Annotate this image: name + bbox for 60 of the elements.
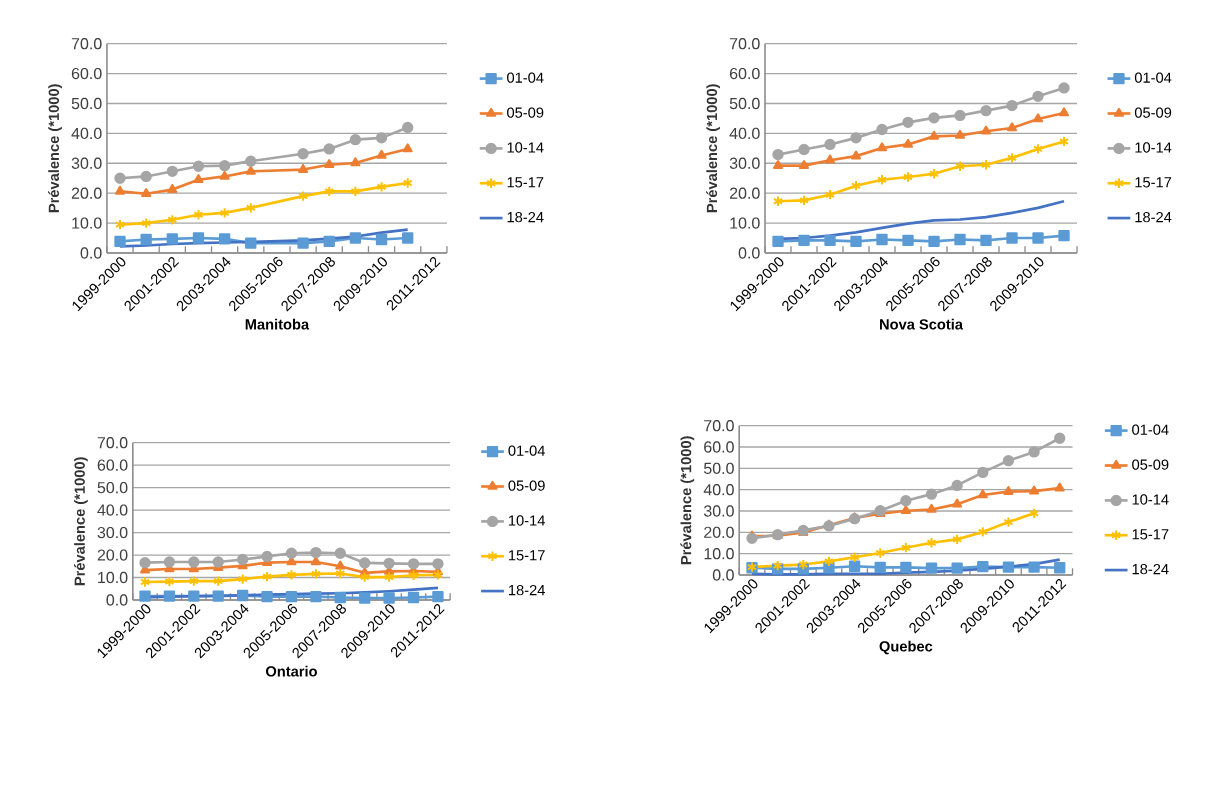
x-axis-title: Quebec <box>879 640 933 655</box>
legend-label: 05-09 <box>507 107 544 118</box>
y-tick-label: 30.0 <box>71 157 102 169</box>
y-tick-label: 10.0 <box>730 217 760 229</box>
y-tick-label: 40.0 <box>729 127 760 140</box>
y-tick-label: 50.0 <box>97 481 128 494</box>
y-tick-label: 10.0 <box>72 217 102 229</box>
y-tick-label: 30.0 <box>729 157 760 169</box>
y-tick-label: 0.0 <box>738 247 760 259</box>
y-tick-label: 0.0 <box>712 569 734 581</box>
y-axis-title: Prévalence (*1000) <box>48 84 62 213</box>
y-tick-label: 20.0 <box>729 187 760 199</box>
y-tick-label: 70.0 <box>97 437 128 449</box>
y-tick-label: 60.0 <box>71 67 102 80</box>
legend-label: 05-09 <box>1134 107 1172 118</box>
y-tick-label: 0.0 <box>106 594 128 606</box>
legend-label: 10-14 <box>1132 494 1169 505</box>
y-tick-label: 30.0 <box>97 526 128 539</box>
y-tick-label: 50.0 <box>729 97 760 110</box>
x-axis-title: Ontario <box>266 665 317 677</box>
y-axis-title: Prévalence (*1000) <box>74 457 88 586</box>
y-tick-label: 0.0 <box>80 247 102 259</box>
legend-label: 10-14 <box>1135 142 1172 153</box>
y-tick-label: 50.0 <box>71 97 102 110</box>
y-tick-label: 50.0 <box>703 462 734 474</box>
legend-label: 18-24 <box>1135 211 1172 223</box>
legend-label: 15-17 <box>507 177 544 188</box>
x-axis-title: Manitoba <box>245 318 310 330</box>
x-axis-title: Nova Scotia <box>880 318 964 330</box>
legend-label: 15-17 <box>1135 177 1172 188</box>
legend-label: 01-04 <box>508 445 545 456</box>
legend-label: 05-09 <box>1132 459 1169 470</box>
y-tick-label: 20.0 <box>97 549 128 561</box>
y-tick-label: 70.0 <box>704 420 734 432</box>
legend-label: 15-17 <box>1132 529 1169 540</box>
y-tick-label: 20.0 <box>704 526 734 538</box>
legend-label: 01-04 <box>1134 72 1172 83</box>
legend-label: 18-24 <box>507 211 544 223</box>
y-tick-label: 40.0 <box>71 127 102 140</box>
y-axis-title: Prévalence (*1000) <box>706 84 720 213</box>
legend-label: 10-14 <box>509 515 545 526</box>
y-tick-label: 40.0 <box>703 484 734 496</box>
legend-label: 01-04 <box>1132 424 1169 435</box>
y-tick-label: 70.0 <box>71 38 102 50</box>
y-tick-label: 30.0 <box>703 505 734 517</box>
y-tick-label: 40.0 <box>97 504 128 516</box>
legend-label: 10-14 <box>507 142 544 153</box>
legend-label: 18-24 <box>509 584 545 596</box>
legend-label: 05-09 <box>508 480 545 491</box>
y-tick-label: 20.0 <box>71 187 102 199</box>
y-tick-label: 10.0 <box>98 571 128 584</box>
legend-label: 01-04 <box>507 72 544 83</box>
y-tick-label: 70.0 <box>729 38 760 50</box>
y-tick-label: 60.0 <box>729 67 760 80</box>
y-tick-label: 60.0 <box>704 441 734 453</box>
legend-label: 15-17 <box>509 550 545 561</box>
y-tick-label: 60.0 <box>97 459 128 471</box>
y-tick-label: 10.0 <box>704 548 734 560</box>
y-axis-title: Prévalence (*1000) <box>680 436 695 565</box>
legend-label: 18-24 <box>1132 563 1169 575</box>
